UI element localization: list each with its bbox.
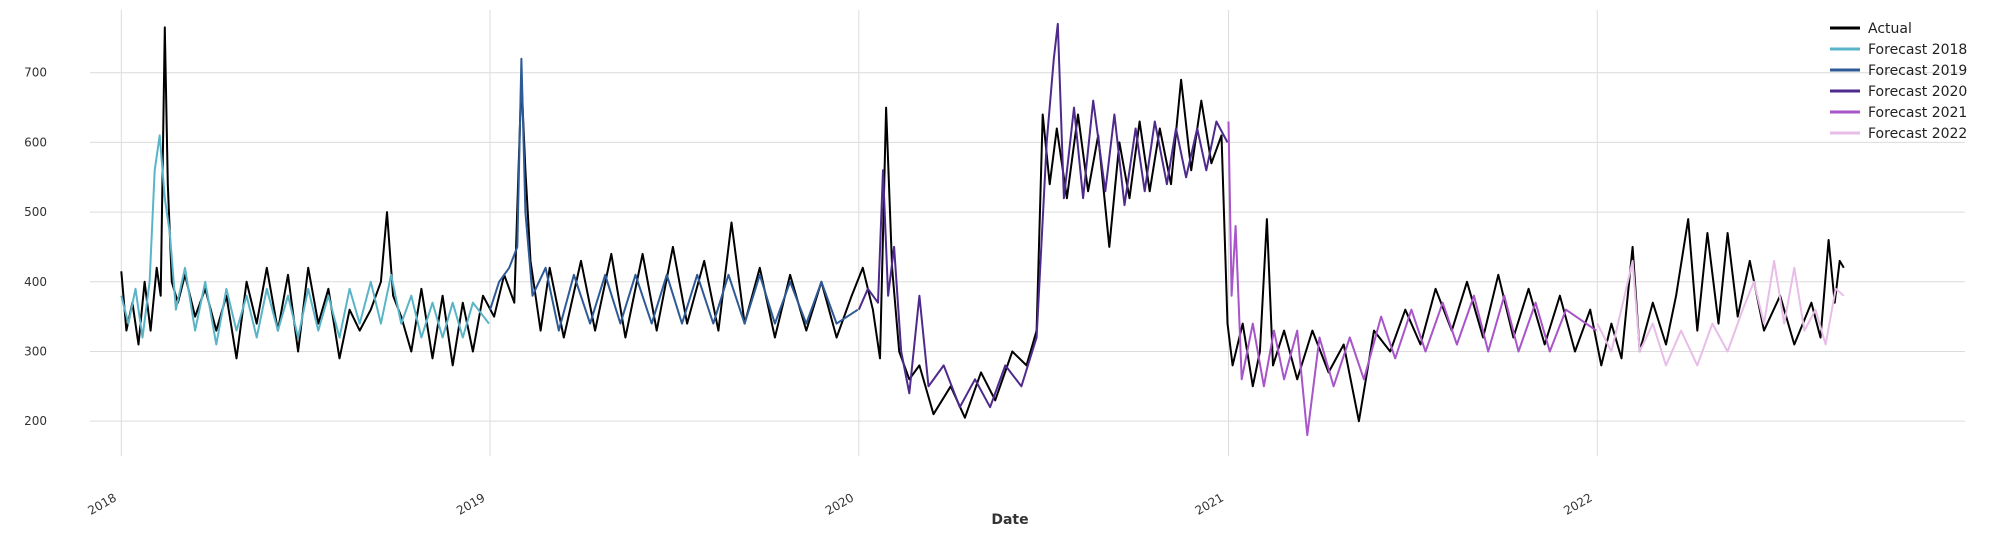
legend-entry: Forecast 2020 xyxy=(1868,84,1967,100)
grid xyxy=(90,10,1965,456)
y-tick-label: 400 xyxy=(24,275,47,289)
x-tick-label: 2022 xyxy=(1561,490,1594,517)
x-axis-ticks: 2018 2019 2020 2021 2022 xyxy=(85,490,1594,517)
legend-entry: Forecast 2021 xyxy=(1868,105,1967,121)
legend-entry: Forecast 2022 xyxy=(1868,126,1967,142)
legend: Actual Forecast 2018 Forecast 2019 Forecast… xyxy=(1830,21,1967,142)
legend-entry: Forecast 2019 xyxy=(1868,63,1967,79)
y-axis-ticks: 200 300 400 500 600 700 xyxy=(24,66,47,428)
y-tick-label: 500 xyxy=(24,205,47,219)
series-line-forecast-2021 xyxy=(1227,121,1597,437)
series-line-forecast-2020 xyxy=(857,22,1229,409)
series-line-forecast-2018 xyxy=(120,134,490,346)
x-tick-label: 2020 xyxy=(823,490,856,517)
legend-entry: Actual xyxy=(1868,21,1912,37)
y-tick-label: 200 xyxy=(24,414,47,428)
x-axis-label: Date xyxy=(991,512,1028,528)
series-lines xyxy=(120,22,1845,437)
series-line-forecast-2022 xyxy=(1596,259,1845,367)
x-tick-label: 2021 xyxy=(1193,490,1226,517)
series-line-forecast-2019 xyxy=(489,57,859,332)
y-tick-label: 700 xyxy=(24,66,47,80)
x-tick-label: 2018 xyxy=(85,490,118,517)
legend-entry: Forecast 2018 xyxy=(1868,42,1967,58)
y-tick-label: 300 xyxy=(24,344,47,358)
x-tick-label: 2019 xyxy=(454,490,487,517)
series-line-actual xyxy=(120,26,1845,423)
y-tick-label: 600 xyxy=(24,135,47,149)
